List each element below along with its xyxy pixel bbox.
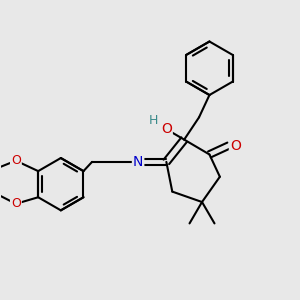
Text: O: O — [161, 122, 172, 136]
Text: H: H — [149, 114, 159, 128]
Text: N: N — [133, 155, 143, 169]
Text: O: O — [230, 139, 241, 152]
Text: O: O — [11, 197, 21, 210]
Text: O: O — [11, 154, 21, 167]
